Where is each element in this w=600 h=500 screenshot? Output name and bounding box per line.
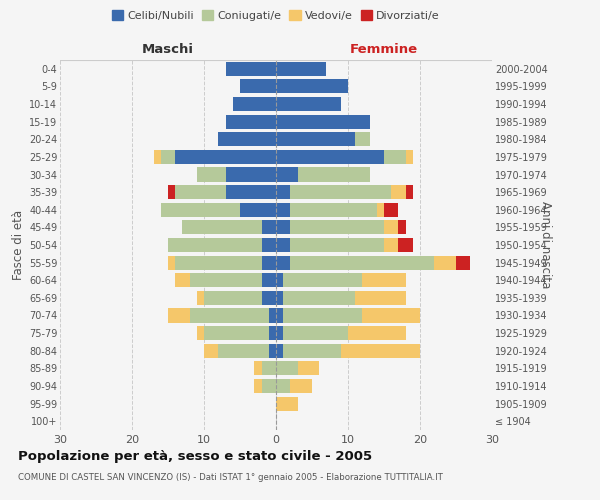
Bar — [233, 97, 276, 111]
Bar — [276, 220, 290, 234]
Bar — [290, 238, 384, 252]
Bar — [262, 220, 276, 234]
Bar — [175, 150, 276, 164]
Bar — [154, 150, 161, 164]
Bar — [204, 326, 269, 340]
Bar — [190, 308, 269, 322]
Bar — [283, 273, 362, 287]
Bar — [276, 202, 290, 217]
Bar — [168, 185, 175, 199]
Bar — [254, 362, 262, 376]
Bar — [161, 202, 240, 217]
Bar — [175, 256, 262, 270]
Bar — [384, 202, 398, 217]
Bar — [391, 185, 406, 199]
Bar — [276, 62, 326, 76]
Bar — [283, 291, 355, 305]
Bar — [355, 291, 406, 305]
Bar — [355, 132, 370, 146]
Legend: Celibi/Nubili, Coniugati/e, Vedovi/e, Divorziati/e: Celibi/Nubili, Coniugati/e, Vedovi/e, Di… — [110, 8, 442, 23]
Bar — [168, 238, 262, 252]
Bar — [197, 168, 226, 181]
Bar — [276, 80, 348, 94]
Bar — [226, 62, 276, 76]
Bar — [348, 326, 406, 340]
Bar — [276, 238, 290, 252]
Bar — [262, 273, 276, 287]
Bar — [283, 326, 348, 340]
Bar — [290, 256, 434, 270]
Text: Maschi: Maschi — [142, 44, 194, 57]
Text: Femmine: Femmine — [350, 44, 418, 57]
Bar — [276, 379, 290, 393]
Bar — [240, 202, 276, 217]
Bar — [276, 114, 370, 128]
Bar — [269, 344, 276, 358]
Bar — [290, 379, 312, 393]
Bar — [276, 362, 298, 376]
Bar — [161, 150, 175, 164]
Bar — [283, 344, 341, 358]
Bar — [341, 344, 420, 358]
Y-axis label: Fasce di età: Fasce di età — [11, 210, 25, 280]
Bar — [283, 308, 362, 322]
Y-axis label: Anni di nascita: Anni di nascita — [539, 202, 552, 288]
Bar — [269, 326, 276, 340]
Bar — [197, 291, 204, 305]
Bar — [276, 97, 341, 111]
Bar — [377, 202, 384, 217]
Bar — [276, 168, 298, 181]
Bar — [276, 256, 290, 270]
Bar — [182, 220, 262, 234]
Bar — [168, 308, 190, 322]
Bar — [254, 379, 262, 393]
Bar — [276, 291, 283, 305]
Bar — [434, 256, 456, 270]
Bar — [362, 273, 406, 287]
Bar — [262, 362, 276, 376]
Bar — [298, 168, 370, 181]
Bar — [384, 150, 406, 164]
Bar — [262, 238, 276, 252]
Bar — [276, 185, 290, 199]
Bar — [262, 291, 276, 305]
Bar — [175, 273, 190, 287]
Bar — [226, 114, 276, 128]
Bar — [290, 220, 384, 234]
Bar — [290, 185, 391, 199]
Bar — [276, 150, 384, 164]
Bar — [398, 220, 406, 234]
Bar — [240, 80, 276, 94]
Bar — [204, 291, 262, 305]
Bar — [276, 273, 283, 287]
Bar — [175, 185, 226, 199]
Bar — [226, 168, 276, 181]
Text: COMUNE DI CASTEL SAN VINCENZO (IS) - Dati ISTAT 1° gennaio 2005 - Elaborazione T: COMUNE DI CASTEL SAN VINCENZO (IS) - Dat… — [18, 472, 443, 482]
Bar — [276, 132, 355, 146]
Bar — [406, 185, 413, 199]
Bar — [226, 185, 276, 199]
Bar — [276, 344, 283, 358]
Bar — [362, 308, 420, 322]
Bar — [262, 256, 276, 270]
Bar — [406, 150, 413, 164]
Text: Popolazione per età, sesso e stato civile - 2005: Popolazione per età, sesso e stato civil… — [18, 450, 372, 463]
Bar — [218, 344, 269, 358]
Bar — [190, 273, 262, 287]
Bar — [298, 362, 319, 376]
Bar — [398, 238, 413, 252]
Bar — [218, 132, 276, 146]
Bar — [276, 396, 298, 410]
Bar — [197, 326, 204, 340]
Bar — [262, 379, 276, 393]
Bar — [204, 344, 218, 358]
Bar — [384, 220, 398, 234]
Bar — [456, 256, 470, 270]
Bar — [168, 256, 175, 270]
Bar — [290, 202, 377, 217]
Bar — [384, 238, 398, 252]
Bar — [276, 308, 283, 322]
Bar — [276, 326, 283, 340]
Bar — [269, 308, 276, 322]
